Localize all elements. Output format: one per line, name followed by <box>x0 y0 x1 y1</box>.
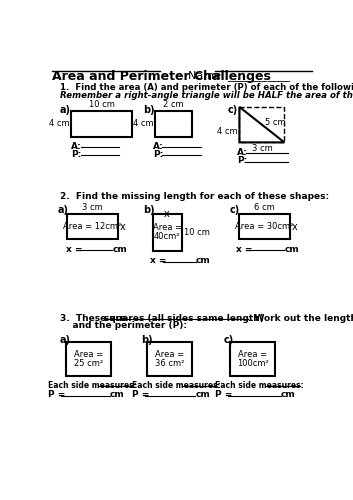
Text: 2.  Find the missing length for each of these shapes:: 2. Find the missing length for each of t… <box>60 192 329 202</box>
Text: A:: A: <box>237 148 248 157</box>
Text: 4 cm: 4 cm <box>133 120 154 128</box>
Text: a): a) <box>60 335 71 345</box>
Text: A:: A: <box>152 142 163 150</box>
Text: x =: x = <box>150 256 169 266</box>
Text: 4 cm: 4 cm <box>217 128 238 136</box>
Text: x: x <box>164 208 169 218</box>
Text: 5 cm: 5 cm <box>265 118 286 127</box>
Text: x: x <box>292 222 298 232</box>
Text: 3.  These are: 3. These are <box>60 314 129 323</box>
Text: 4 cm: 4 cm <box>49 120 70 128</box>
Text: P:: P: <box>152 150 163 159</box>
Text: cm: cm <box>112 245 127 254</box>
Bar <box>71 111 132 137</box>
Text: cm: cm <box>281 390 295 400</box>
Text: 2 cm: 2 cm <box>163 100 184 110</box>
Text: x =: x = <box>66 245 85 254</box>
Text: 6 cm: 6 cm <box>254 204 275 212</box>
Text: cm: cm <box>285 245 299 254</box>
Text: P:: P: <box>237 156 247 165</box>
Text: Area =: Area = <box>238 350 267 359</box>
Bar <box>239 214 290 240</box>
Text: 3 cm: 3 cm <box>82 204 103 212</box>
Text: x =: x = <box>236 245 256 254</box>
Bar <box>147 342 192 376</box>
Bar <box>155 111 192 137</box>
Text: Area =: Area = <box>74 350 103 359</box>
Bar <box>239 107 285 142</box>
Text: c): c) <box>224 335 234 345</box>
Bar <box>66 342 111 376</box>
Text: Area = 30cm²: Area = 30cm² <box>235 222 294 231</box>
Text: squares (all sides same length): squares (all sides same length) <box>104 314 264 323</box>
Text: Remember a right-angle triangle will be HALF the area of the square.: Remember a right-angle triangle will be … <box>60 91 353 100</box>
Text: b): b) <box>143 205 155 215</box>
Text: P =: P = <box>48 390 68 400</box>
Text: 10 cm: 10 cm <box>184 228 210 237</box>
Text: cm: cm <box>195 390 210 400</box>
Text: P:: P: <box>71 150 82 159</box>
Text: cm: cm <box>110 390 125 400</box>
Text: and the perimeter (P):: and the perimeter (P): <box>60 321 187 330</box>
Text: Name: ___________: Name: ___________ <box>187 70 289 81</box>
Text: Area = 12cm²: Area = 12cm² <box>64 222 122 231</box>
Text: c): c) <box>230 205 240 215</box>
Text: x: x <box>120 222 126 232</box>
Text: P =: P = <box>215 390 235 400</box>
Text: Area =: Area = <box>155 350 184 359</box>
Text: A:: A: <box>71 142 82 150</box>
Text: cm: cm <box>196 256 211 266</box>
Text: 36 cm²: 36 cm² <box>155 360 184 368</box>
Text: 100cm²: 100cm² <box>237 360 269 368</box>
Text: b): b) <box>141 335 152 345</box>
Bar <box>230 342 275 376</box>
Text: 10 cm: 10 cm <box>89 100 114 110</box>
Text: 40cm²: 40cm² <box>154 232 181 241</box>
Text: Each side measures:: Each side measures: <box>48 381 137 390</box>
Text: Each side measures:: Each side measures: <box>132 381 221 390</box>
Text: 25 cm²: 25 cm² <box>74 360 103 368</box>
Text: a): a) <box>60 104 71 115</box>
Bar <box>152 214 182 251</box>
Text: c): c) <box>228 104 238 115</box>
Text: 1.  Find the area (A) and perimeter (P) of each of the following shapes:: 1. Find the area (A) and perimeter (P) o… <box>60 83 353 92</box>
Text: . Work out the length of the sides: . Work out the length of the sides <box>248 314 353 323</box>
Text: a): a) <box>58 205 69 215</box>
Text: Area =: Area = <box>153 224 182 232</box>
Text: b): b) <box>143 104 155 115</box>
Text: P =: P = <box>132 390 152 400</box>
Text: Each side measures:: Each side measures: <box>215 381 303 390</box>
Text: Area and Perimeter Challenges: Area and Perimeter Challenges <box>52 70 271 83</box>
Text: 3 cm: 3 cm <box>252 144 272 153</box>
Bar <box>67 214 118 240</box>
